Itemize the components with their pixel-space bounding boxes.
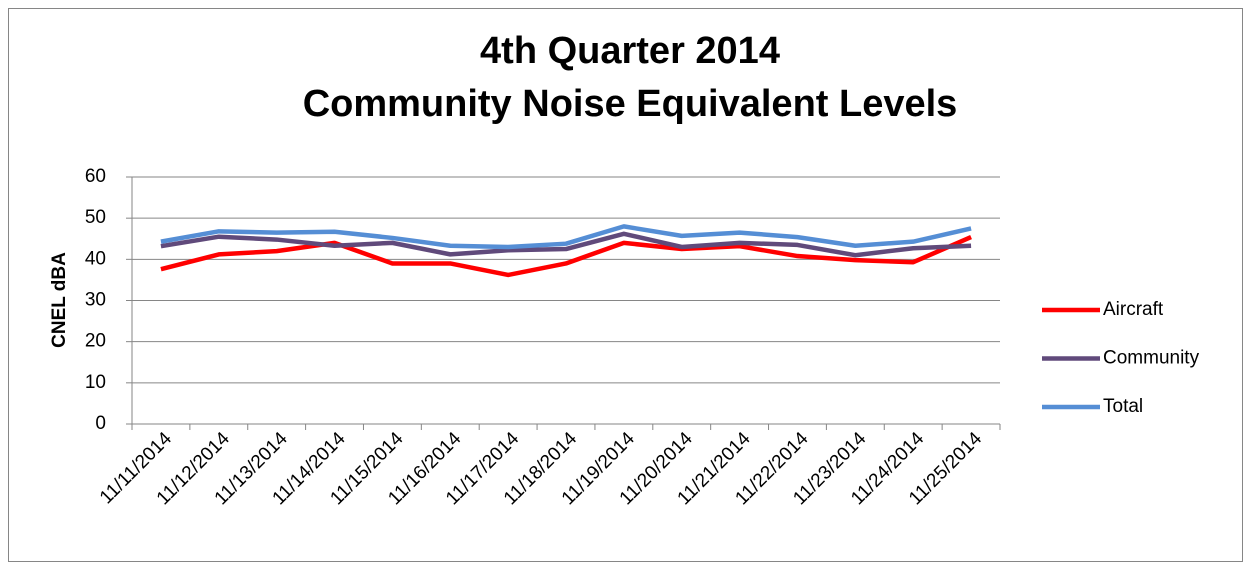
chart-subtitle: Community Noise Equivalent Levels bbox=[303, 83, 958, 125]
chart-border bbox=[8, 8, 1243, 562]
legend-label: Total bbox=[1103, 396, 1143, 417]
series-line bbox=[160, 224, 972, 250]
y-tick-label: 40 bbox=[85, 248, 106, 269]
y-tick-label: 30 bbox=[85, 290, 106, 311]
legend-label: Community bbox=[1103, 348, 1200, 369]
chart-title: 4th Quarter 2014 bbox=[480, 30, 780, 72]
y-tick-label: 10 bbox=[85, 372, 106, 393]
series-line bbox=[160, 231, 972, 258]
y-tick-label: 20 bbox=[85, 331, 106, 352]
y-tick-label: 50 bbox=[85, 207, 106, 228]
y-tick-label: 0 bbox=[95, 413, 106, 434]
legend-label: Aircraft bbox=[1103, 299, 1164, 320]
y-axis-label: CNEL dBA bbox=[49, 252, 70, 348]
y-tick-label: 60 bbox=[85, 166, 106, 187]
series-line bbox=[160, 235, 972, 278]
